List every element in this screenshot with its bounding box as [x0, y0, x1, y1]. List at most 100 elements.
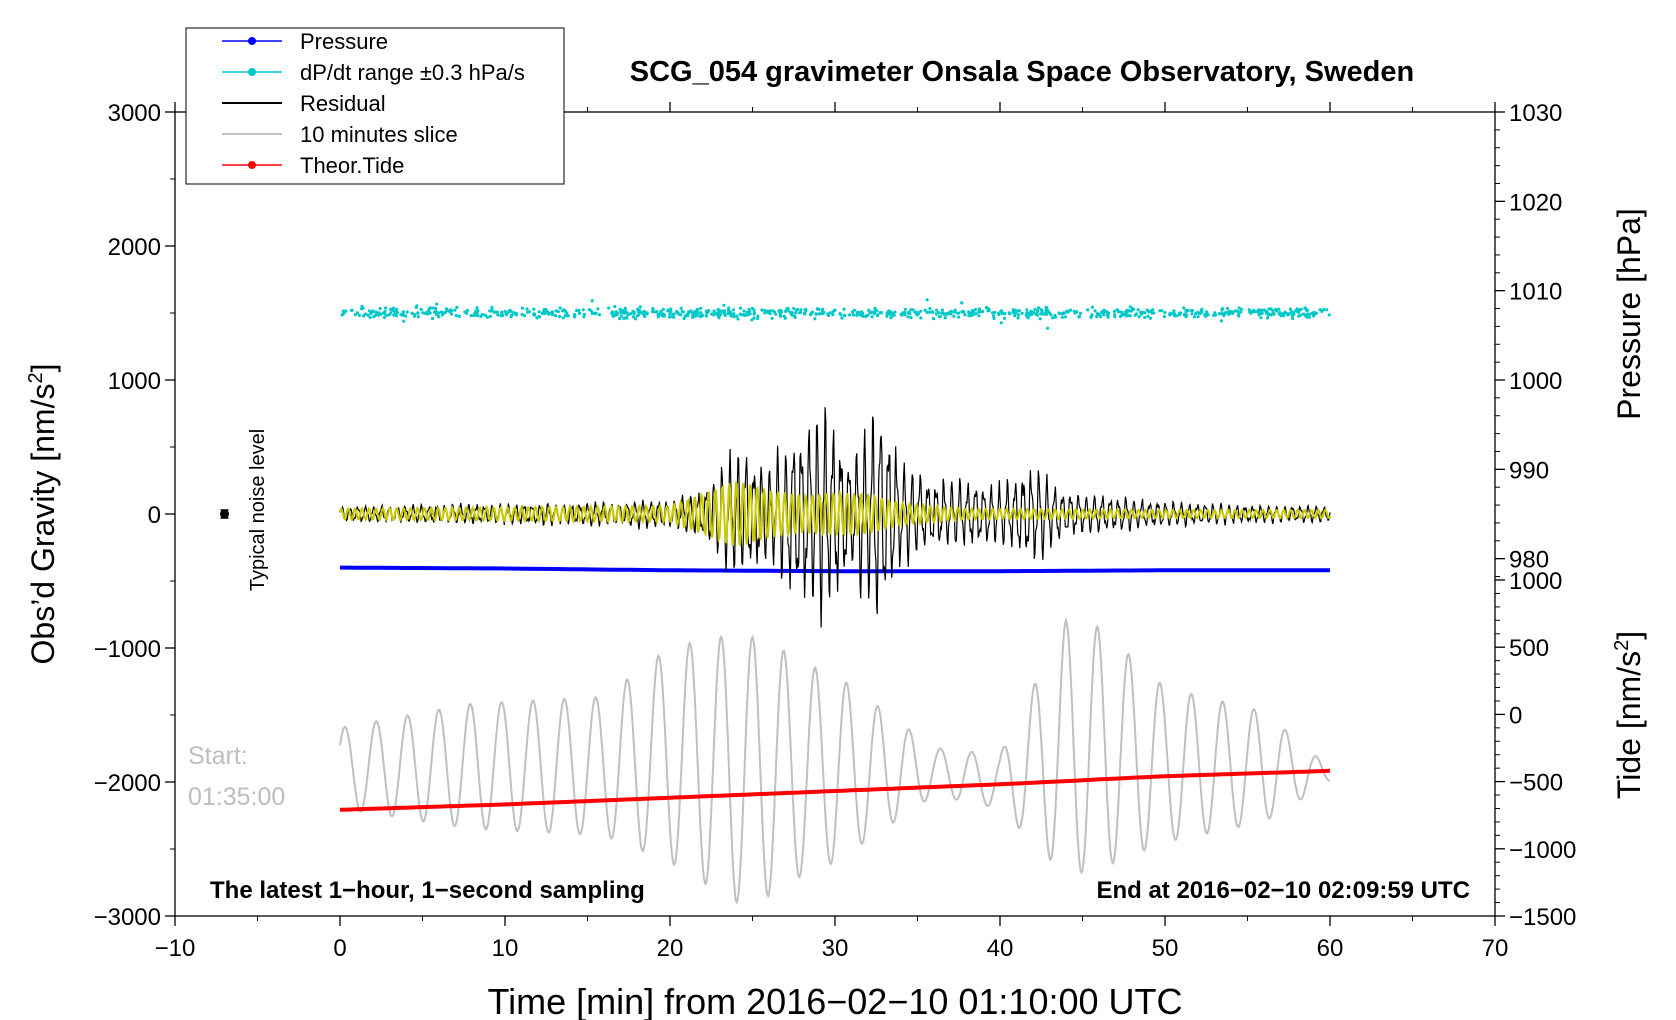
dpdt-point [367, 309, 372, 313]
dpdt-point [923, 308, 927, 312]
dpdt-point [656, 315, 660, 319]
dpdt-point [610, 310, 615, 314]
dpdt-point [699, 306, 703, 310]
dpdt-point [402, 319, 406, 323]
dpdt-point [784, 309, 788, 313]
dpdt-point [382, 315, 387, 319]
dpdt-point [1311, 314, 1316, 318]
dpdt-point [1053, 313, 1057, 317]
legend-entry-pressure: Pressure [222, 29, 388, 54]
dpdt-point [581, 308, 585, 312]
dpdt-point [889, 316, 893, 320]
y-tick-label-tide: 0 [1509, 702, 1522, 729]
dpdt-point [448, 308, 452, 312]
dpdt-point [392, 313, 396, 317]
dpdt-point [727, 306, 731, 310]
dpdt-point [689, 309, 693, 313]
dpdt-point [1099, 315, 1103, 319]
y-tick-label-pressure: 1000 [1509, 368, 1562, 395]
dpdt-point [828, 311, 832, 315]
axis-ticks: −10 0 10 20 30 40 50 60 703000200010000−1000−200… [94, 100, 1577, 962]
dpdt-point [888, 312, 892, 316]
series-ten-minute-slice [339, 616, 1331, 905]
dpdt-point [488, 314, 492, 318]
dpdt-point [1213, 311, 1217, 315]
dpdt-point [662, 314, 667, 318]
dpdt-point [1069, 308, 1073, 312]
dpdt-point [1113, 315, 1117, 319]
y-tick-label-gravity: −1000 [94, 636, 161, 663]
dpdt-point [416, 315, 420, 319]
dpdt-point [1303, 306, 1307, 310]
dpdt-point [1192, 315, 1196, 319]
start-label: Start: [188, 742, 248, 770]
x-tick-label: 0 [333, 935, 346, 962]
dpdt-point [412, 314, 417, 318]
dpdt-point [671, 313, 675, 317]
dpdt-point [631, 310, 636, 315]
dpdt-point [661, 307, 666, 311]
dpdt-point [1106, 312, 1110, 316]
dpdt-point [1275, 309, 1279, 313]
legend-label-residual: Residual [300, 91, 386, 116]
dpdt-point [831, 313, 835, 317]
dpdt-point [768, 309, 773, 313]
dpdt-point [870, 315, 874, 319]
dpdt-point [813, 317, 817, 321]
dpdt-point [855, 313, 859, 317]
latest-sampling-label: The latest 1−hour, 1−second sampling [210, 877, 645, 904]
dpdt-point [999, 321, 1003, 325]
dpdt-point [789, 311, 793, 315]
y-tick-label-gravity: −2000 [94, 770, 161, 797]
y-tick-label-gravity: 1000 [108, 368, 161, 395]
y-tick-label-pressure: 1020 [1509, 189, 1562, 216]
dpdt-point [675, 309, 679, 314]
dpdt-point [928, 307, 932, 311]
dpdt-point [476, 309, 480, 313]
dpdt-point [977, 314, 981, 318]
y-tick-label-tide: −500 [1509, 770, 1563, 797]
dpdt-point [729, 310, 733, 314]
dpdt-point [873, 309, 877, 313]
dpdt-point [510, 313, 514, 317]
dpdt-point [624, 315, 628, 319]
dpdt-point [793, 315, 797, 319]
dpdt-point [1219, 319, 1223, 323]
dpdt-point [466, 308, 470, 312]
dpdt-point [925, 298, 929, 302]
dpdt-point [1100, 310, 1104, 314]
x-tick-label: 70 [1482, 935, 1509, 962]
dpdt-point [575, 308, 579, 313]
dpdt-point [1016, 316, 1020, 320]
dpdt-point [645, 312, 649, 316]
dpdt-point [405, 310, 409, 314]
dpdt-point [742, 309, 746, 313]
y-tick-label-tide: 500 [1509, 635, 1549, 662]
dpdt-point [984, 306, 989, 310]
legend-marker-dpdt [248, 68, 256, 76]
dpdt-point [454, 313, 458, 318]
dpdt-point [691, 312, 695, 316]
dpdt-point [957, 315, 961, 319]
dpdt-point [414, 305, 418, 309]
dpdt-point [1231, 310, 1235, 314]
dpdt-point [416, 311, 420, 315]
dpdt-point [866, 313, 870, 317]
y-axis-label-gravity-tail: ] [25, 364, 61, 373]
dpdt-point [395, 307, 399, 311]
dpdt-point [587, 308, 592, 312]
dpdt-point [553, 314, 558, 318]
dpdt-point [625, 311, 629, 315]
dpdt-point [597, 313, 602, 317]
dpdt-point [885, 312, 889, 316]
dpdt-point [437, 315, 441, 319]
dpdt-point [826, 313, 831, 318]
dpdt-point [968, 313, 972, 317]
dpdt-point [520, 306, 525, 310]
dpdt-point [991, 311, 995, 315]
legend-marker-tide [248, 161, 256, 169]
dpdt-point [1103, 310, 1107, 314]
dpdt-point [1037, 306, 1041, 310]
dpdt-point [561, 316, 565, 320]
